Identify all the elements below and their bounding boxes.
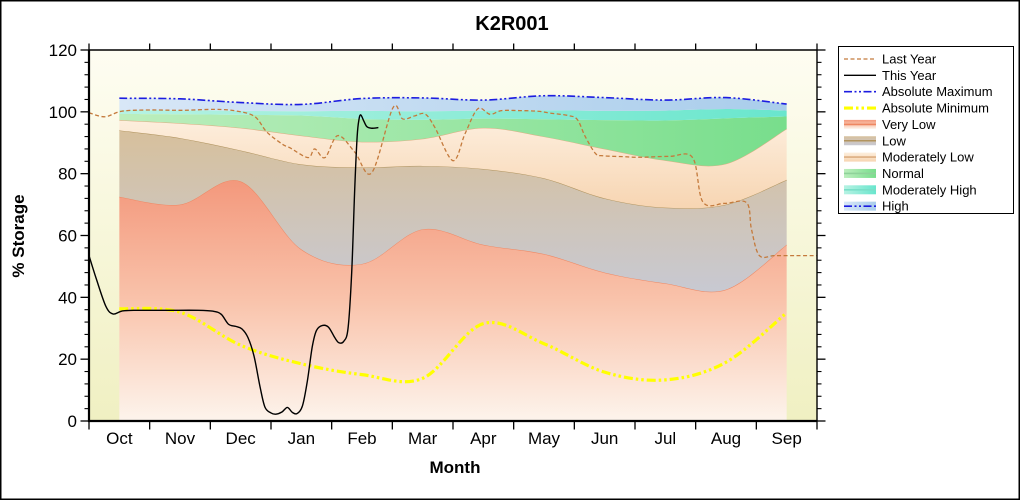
legend-item-normal: Normal: [844, 166, 924, 181]
band-normal: [119, 113, 787, 166]
legend-label: Moderately Low: [882, 150, 974, 165]
legend-label: Low: [882, 133, 906, 148]
y-tick-label: 120: [49, 41, 77, 60]
y-axis-title: % Storage: [9, 194, 28, 277]
x-tick-label: Sep: [772, 429, 802, 448]
legend-label: Very Low: [882, 117, 936, 132]
x-axis-title: Month: [430, 458, 481, 477]
plot-area: [88, 50, 817, 421]
chart-title: K2R001: [475, 13, 548, 35]
legend-label: Last Year: [882, 52, 937, 67]
series-absolute-maximum: [119, 94, 787, 106]
legend-label: Absolute Maximum: [882, 84, 993, 99]
band-moderately-low: [119, 120, 787, 209]
legend-item-this-year: This Year: [844, 68, 937, 83]
legend-label: High: [882, 199, 909, 214]
x-tick-label: Nov: [165, 429, 196, 448]
x-tick-label: Apr: [470, 429, 497, 448]
x-tick-label: Jan: [288, 429, 315, 448]
y-tick-label: 40: [58, 288, 77, 307]
y-tick-label: 0: [68, 412, 77, 431]
x-tick-label: Mar: [408, 429, 438, 448]
legend-item-absolute-maximum: Absolute Maximum: [844, 84, 993, 99]
axes: Oct Nov Dec Jan Feb Mar Apr May Jun Jul Aug Sep 0 20 4…: [49, 41, 826, 448]
x-tick-label: Aug: [711, 429, 741, 448]
legend-item-moderately-low: Moderately Low: [844, 150, 974, 165]
x-tick-label: Jul: [654, 429, 676, 448]
band-low: [119, 130, 787, 292]
series-absolute-minimum: [119, 306, 788, 384]
series-last-year: [88, 104, 817, 259]
y-tick-label: 60: [58, 227, 77, 246]
band-moderately-high: [119, 109, 787, 121]
x-tick-label: Feb: [347, 429, 376, 448]
legend-item-very-low: Very Low: [844, 117, 936, 132]
x-tick-label: Dec: [226, 429, 257, 448]
band-high: [119, 95, 787, 112]
y-tick-label: 100: [49, 103, 77, 122]
legend-label: Absolute Minimum: [882, 101, 989, 116]
band-edge-moderately-low: [119, 119, 787, 167]
legend-item-moderately-high: Moderately High: [844, 182, 977, 197]
legend-label: This Year: [882, 68, 937, 83]
y-tick-label: 20: [58, 350, 77, 369]
y-tick-label: 80: [58, 165, 77, 184]
legend-item-low: Low: [844, 133, 906, 148]
legend-item-last-year: Last Year: [844, 52, 937, 67]
x-tick-label: May: [528, 429, 561, 448]
band-very-low: [119, 180, 787, 421]
x-tick-label: Jun: [591, 429, 618, 448]
legend-label: Normal: [882, 166, 924, 181]
legend-item-high: High: [844, 199, 909, 214]
legend-label: Moderately High: [882, 182, 977, 197]
legend-item-absolute-minimum: Absolute Minimum: [844, 101, 989, 116]
series-this-year: [88, 114, 379, 415]
x-tick-label: Oct: [106, 429, 133, 448]
